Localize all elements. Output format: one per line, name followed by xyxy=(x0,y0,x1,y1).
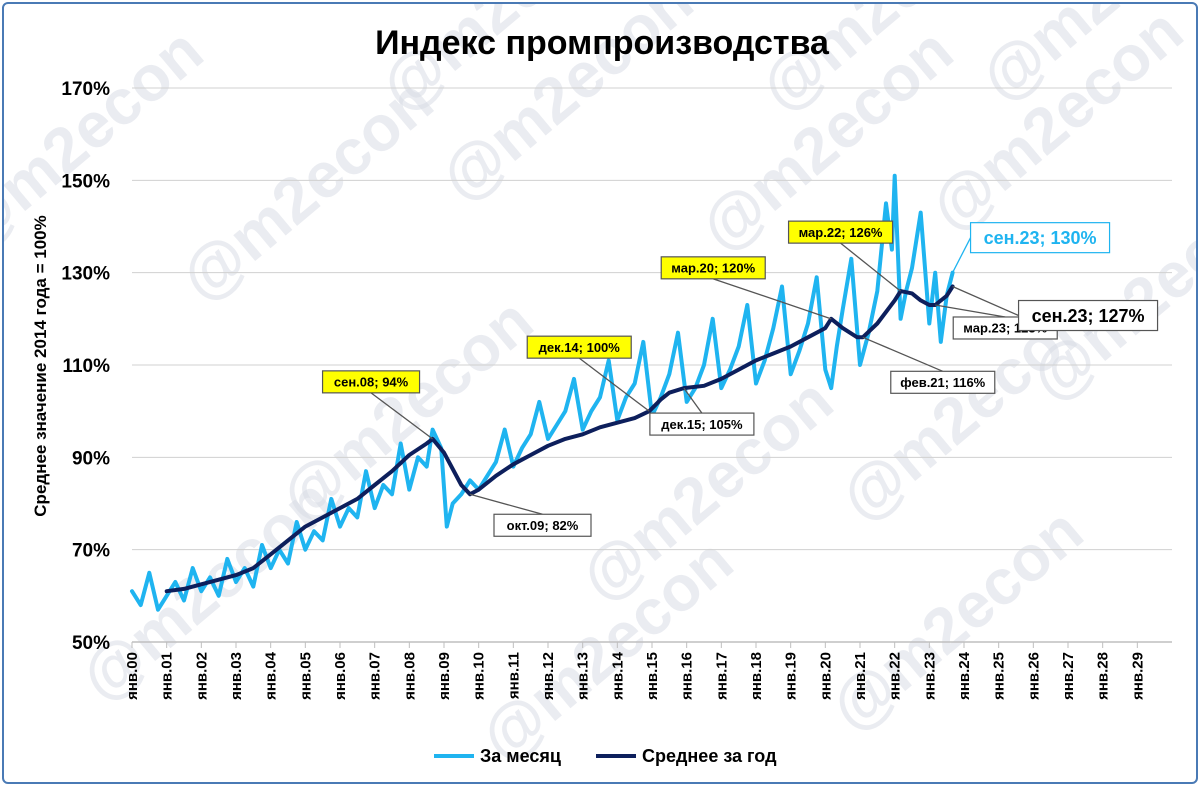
annotation-leader xyxy=(951,237,972,273)
y-tick-label: 130% xyxy=(61,264,110,285)
watermark-text: @m2econ xyxy=(817,494,1096,745)
x-tick-label: янв.13 xyxy=(575,652,592,700)
series-annual-line xyxy=(164,284,955,594)
y-tick-label: 50% xyxy=(72,633,110,654)
legend: За месяц Среднее за год xyxy=(434,746,777,766)
x-tick-label: янв.23 xyxy=(921,652,938,700)
x-tick-label: янв.25 xyxy=(991,652,1008,700)
y-tick-label: 110% xyxy=(62,356,110,377)
watermark-text: @m2econ xyxy=(1017,164,1196,415)
legend-label-monthly: За месяц xyxy=(480,746,561,766)
x-tick-label: янв.10 xyxy=(471,652,488,700)
x-tick-label: янв.22 xyxy=(887,652,904,700)
y-tick-label: 150% xyxy=(61,171,110,192)
x-tick-label: янв.27 xyxy=(1060,652,1077,700)
y-axis-label: Среднее значение 2014 года = 100% xyxy=(31,215,50,516)
y-tick-label: 70% xyxy=(72,541,110,562)
annotation-label: дек.15; 105% xyxy=(661,417,743,432)
x-tick-label: янв.07 xyxy=(367,652,384,700)
annotation-leader xyxy=(935,304,1006,318)
annotation-box xyxy=(890,370,996,394)
annotation-label: сен.08; 94% xyxy=(334,375,409,390)
x-tick-label: янв.17 xyxy=(713,652,730,700)
annotation-label: мар.22; 126% xyxy=(799,225,883,240)
annotation-leader xyxy=(952,285,1019,317)
x-tick-label: янв.15 xyxy=(644,652,661,700)
x-tick-label: янв.21 xyxy=(852,652,869,700)
annotation-label: фев.21; 116% xyxy=(900,375,985,390)
x-tick-label: янв.06 xyxy=(332,652,349,700)
annotation-box xyxy=(493,513,592,537)
annotation-box xyxy=(649,412,755,436)
x-tick-label: янв.00 xyxy=(124,652,141,700)
x-tick-label: янв.16 xyxy=(679,652,696,700)
annotation-leader xyxy=(370,392,433,440)
y-ticks: 50% 70% 90% 110% 130% 150% 170% xyxy=(61,79,110,654)
legend-label-annual: Среднее за год xyxy=(642,746,777,766)
x-tick-label: янв.20 xyxy=(817,652,834,700)
x-tick-label: янв.12 xyxy=(540,652,557,700)
annotation-label: мар.20; 120% xyxy=(671,261,755,276)
annotation-box xyxy=(526,335,632,359)
annotation-box xyxy=(787,220,894,244)
annotation-leader xyxy=(469,493,543,515)
x-tick-label: янв.03 xyxy=(228,652,245,700)
annotation-label: дек.14; 100% xyxy=(539,340,621,355)
annotation-label: сен.23; 127% xyxy=(1032,306,1145,326)
annotation-leader xyxy=(862,336,944,372)
x-tick-label: янв.24 xyxy=(956,651,973,700)
x-tick-label: янв.01 xyxy=(159,652,176,700)
x-tick-label: янв.26 xyxy=(1025,652,1042,700)
x-tick-label: янв.05 xyxy=(297,652,314,700)
annotation-box xyxy=(1017,299,1159,332)
annotation-label: сен.23; 130% xyxy=(984,228,1097,248)
annotation-leader xyxy=(840,242,901,292)
series-monthly-line xyxy=(130,173,955,612)
annotation-box xyxy=(660,256,766,280)
x-ticks: янв.00 янв.01 янв.02 янв.03 янв.04 янв.05 янв.… xyxy=(124,642,1146,700)
x-tick-label: янв.29 xyxy=(1129,652,1146,700)
chart-title: Индекс промпроизводства xyxy=(375,24,830,62)
x-tick-label: янв.04 xyxy=(263,651,280,700)
x-tick-label: янв.28 xyxy=(1095,652,1112,700)
annotation-label: окт.09; 82% xyxy=(507,518,579,533)
x-tick-label: янв.19 xyxy=(783,652,800,700)
annotation-box xyxy=(969,222,1111,254)
x-tick-label: янв.09 xyxy=(436,652,453,700)
x-tick-label: янв.08 xyxy=(401,652,418,700)
annotation-leader xyxy=(713,278,832,320)
x-tick-label: янв.14 xyxy=(609,651,626,700)
annotation-box xyxy=(321,370,421,394)
y-tick-label: 170% xyxy=(61,79,110,100)
annotations: сен.08; 94% окт.09; 82% дек.14; 100% дек.15… xyxy=(321,220,1159,537)
annotation-leader xyxy=(578,357,650,412)
x-tick-label: янв.11 xyxy=(505,652,522,699)
x-tick-label: янв.02 xyxy=(193,652,210,700)
x-tick-label: янв.18 xyxy=(748,652,765,700)
annotation-leader xyxy=(683,387,703,414)
y-tick-label: 90% xyxy=(72,448,110,469)
